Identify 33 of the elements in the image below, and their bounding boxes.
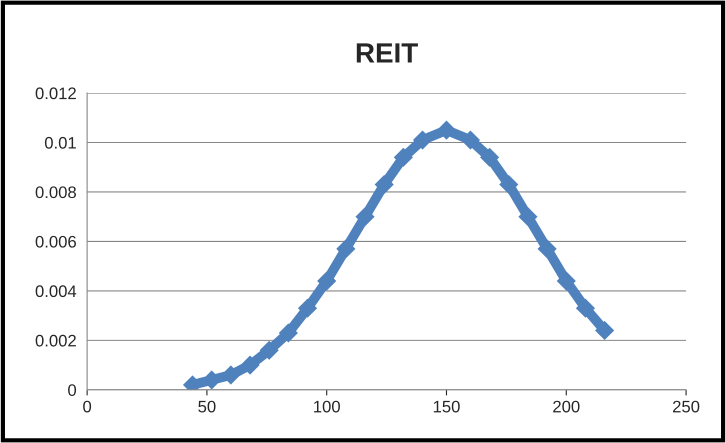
chart-title: REIT xyxy=(356,43,418,62)
point xyxy=(518,207,538,226)
x-tick-label: 200 xyxy=(553,400,580,412)
point xyxy=(437,120,456,140)
point xyxy=(356,207,374,226)
x-tick-label: 100 xyxy=(314,400,340,412)
point xyxy=(240,356,260,374)
point xyxy=(394,148,413,167)
point xyxy=(260,340,279,360)
point xyxy=(298,298,317,318)
y-tick-label: 0.004 xyxy=(36,285,76,298)
x-tick-label: 50 xyxy=(198,400,216,412)
point xyxy=(576,298,595,318)
y-tick-label: 0.012 xyxy=(36,87,76,100)
y-tick-label: 0 xyxy=(68,384,76,396)
point xyxy=(499,175,518,194)
y-tick-label: 0.002 xyxy=(36,334,76,347)
y-tick-label: 0.01 xyxy=(44,136,76,149)
x-tick-label: 0 xyxy=(83,400,92,412)
x-tick-label: 250 xyxy=(673,400,700,412)
point xyxy=(538,239,556,258)
point xyxy=(336,239,356,258)
point xyxy=(556,272,576,290)
point xyxy=(461,130,480,150)
x-tick-label: 150 xyxy=(434,400,460,412)
y-tick-label: 0.006 xyxy=(36,236,76,248)
point xyxy=(317,272,336,290)
point xyxy=(480,148,499,167)
point xyxy=(279,324,298,342)
point xyxy=(595,321,614,340)
point xyxy=(413,130,432,150)
y-tick-label: 0.008 xyxy=(36,186,76,198)
point xyxy=(374,175,394,194)
